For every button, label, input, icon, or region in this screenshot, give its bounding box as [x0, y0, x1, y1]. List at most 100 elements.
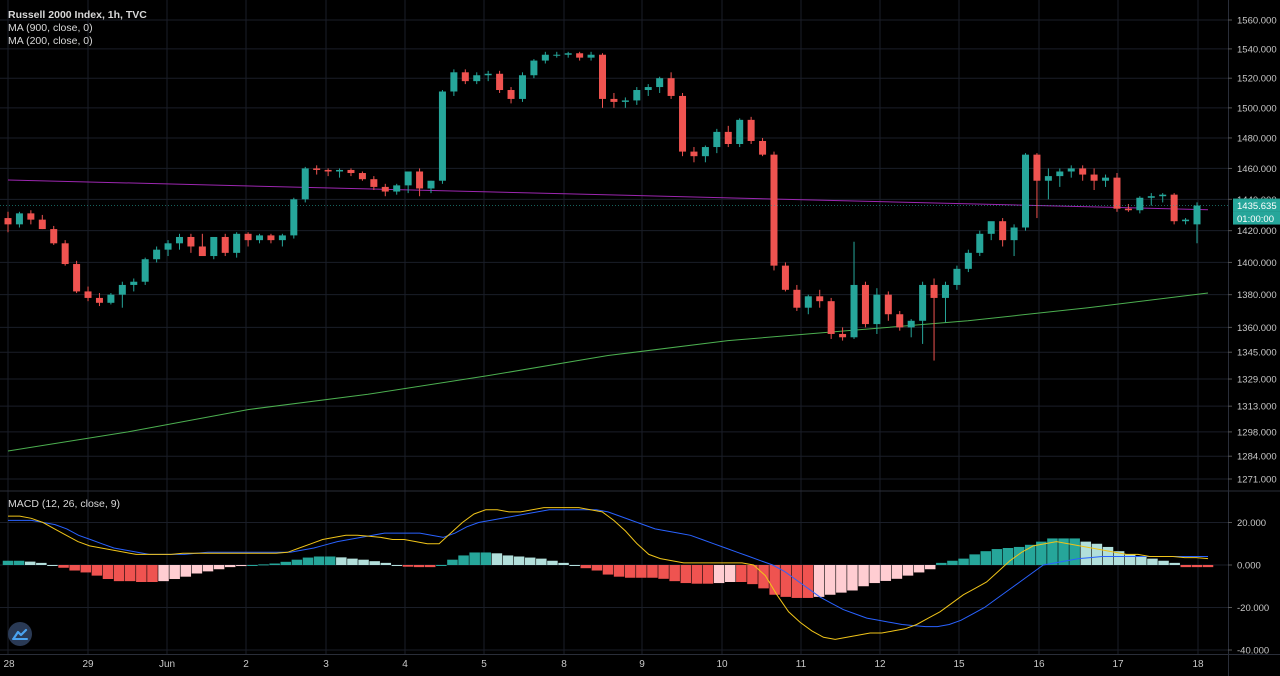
histogram-bar: [502, 555, 514, 565]
price-tick-label: 1298.000: [1237, 427, 1277, 438]
time-label: 15: [953, 659, 965, 670]
candle: [873, 288, 881, 334]
histogram-bar: [13, 560, 25, 565]
candle: [987, 221, 995, 241]
candle: [713, 128, 721, 154]
price-tick-label: 1560.000: [1237, 16, 1277, 27]
candle-body: [358, 173, 366, 180]
candle: [507, 87, 515, 104]
candle: [210, 236, 218, 260]
candle: [1147, 193, 1155, 206]
candle: [896, 310, 904, 331]
ma200-legend[interactable]: MA (200, close, 0): [8, 35, 93, 47]
histogram-bar: [636, 565, 647, 578]
candle: [690, 147, 698, 163]
candle: [644, 84, 652, 96]
candle: [187, 233, 195, 253]
candle: [884, 291, 892, 321]
histogram-bar: [569, 565, 580, 566]
histogram-bar: [1158, 560, 1169, 565]
candle: [461, 69, 469, 85]
histogram-bar: [402, 565, 414, 567]
candle-body: [1033, 154, 1041, 181]
candle: [907, 319, 915, 338]
candle-body: [278, 235, 286, 241]
histogram-bar: [813, 565, 825, 597]
price-tick-label: 1313.000: [1237, 402, 1277, 413]
macd-tick-label: 0.000: [1237, 561, 1261, 572]
candle-body: [713, 131, 721, 148]
candle: [381, 183, 389, 197]
histogram-bar: [1124, 554, 1136, 565]
candle: [1010, 224, 1018, 257]
candle: [153, 246, 161, 263]
histogram-bar: [91, 565, 103, 576]
macd-legend[interactable]: MACD (12, 26, close, 9): [8, 498, 121, 510]
candle-body: [541, 54, 549, 61]
histogram-bar: [691, 565, 703, 584]
candle-body: [644, 87, 652, 91]
candle-body: [324, 169, 332, 172]
macd-tick-label: -40.000: [1237, 646, 1269, 657]
ma900-legend[interactable]: MA (900, close, 0): [8, 22, 93, 34]
candle: [473, 72, 481, 85]
candle-body: [1056, 171, 1064, 177]
histogram-bar: [1069, 538, 1080, 565]
candle-body: [564, 53, 572, 55]
candle-body: [599, 54, 606, 99]
histogram-bar: [380, 562, 392, 565]
candle: [621, 97, 629, 108]
price-tick-label: 1500.000: [1237, 103, 1277, 114]
candle-body: [130, 281, 138, 285]
histogram-bar: [802, 565, 814, 598]
histogram-bar: [858, 565, 869, 587]
candle-body: [816, 296, 824, 302]
time-label: 28: [3, 659, 15, 670]
candle: [164, 240, 172, 257]
candle-body: [907, 320, 915, 328]
time-label: 3: [323, 659, 329, 670]
tradingview-logo-icon[interactable]: [8, 622, 32, 646]
candle-body: [701, 147, 709, 157]
candle: [839, 327, 847, 341]
price-tick-label: 1520.000: [1237, 74, 1277, 85]
candle: [747, 116, 755, 145]
time-label: 18: [1192, 659, 1204, 670]
price-tick-label: 1360.000: [1237, 323, 1277, 334]
candle-body: [164, 243, 172, 250]
candle-body: [999, 221, 1007, 241]
histogram-bar: [769, 565, 780, 595]
last-price-label: 1435.635: [1237, 201, 1277, 212]
candle-body: [873, 294, 881, 325]
candle: [4, 211, 12, 233]
candle: [736, 118, 744, 148]
histogram-bar: [524, 557, 536, 565]
candle: [610, 92, 618, 108]
candle-body: [530, 60, 538, 76]
symbol-title[interactable]: Russell 2000 Index, 1h, TVC: [8, 9, 147, 21]
histogram-bar: [613, 565, 625, 577]
histogram-bar: [458, 555, 469, 565]
candle-body: [438, 91, 446, 181]
candle: [1090, 168, 1098, 191]
histogram-bar: [547, 560, 558, 565]
candle-body: [141, 259, 149, 282]
candle: [84, 286, 92, 302]
signal-line: [8, 507, 1209, 640]
histogram-bar: [180, 565, 192, 577]
time-label: 5: [481, 659, 487, 670]
price-tick-label: 1480.000: [1237, 133, 1277, 144]
candle-body: [95, 297, 103, 303]
histogram-bar: [558, 562, 569, 565]
candle-body: [518, 75, 526, 99]
histogram-bar: [202, 565, 214, 572]
candle-body: [336, 169, 344, 172]
histogram-bar: [424, 565, 436, 568]
histogram-bar: [1147, 558, 1158, 565]
histogram-bar: [902, 565, 914, 576]
candle-body: [850, 284, 858, 338]
price-tick-label: 1329.000: [1237, 375, 1277, 386]
histogram-bar: [58, 565, 69, 568]
histogram-bar: [647, 565, 658, 578]
